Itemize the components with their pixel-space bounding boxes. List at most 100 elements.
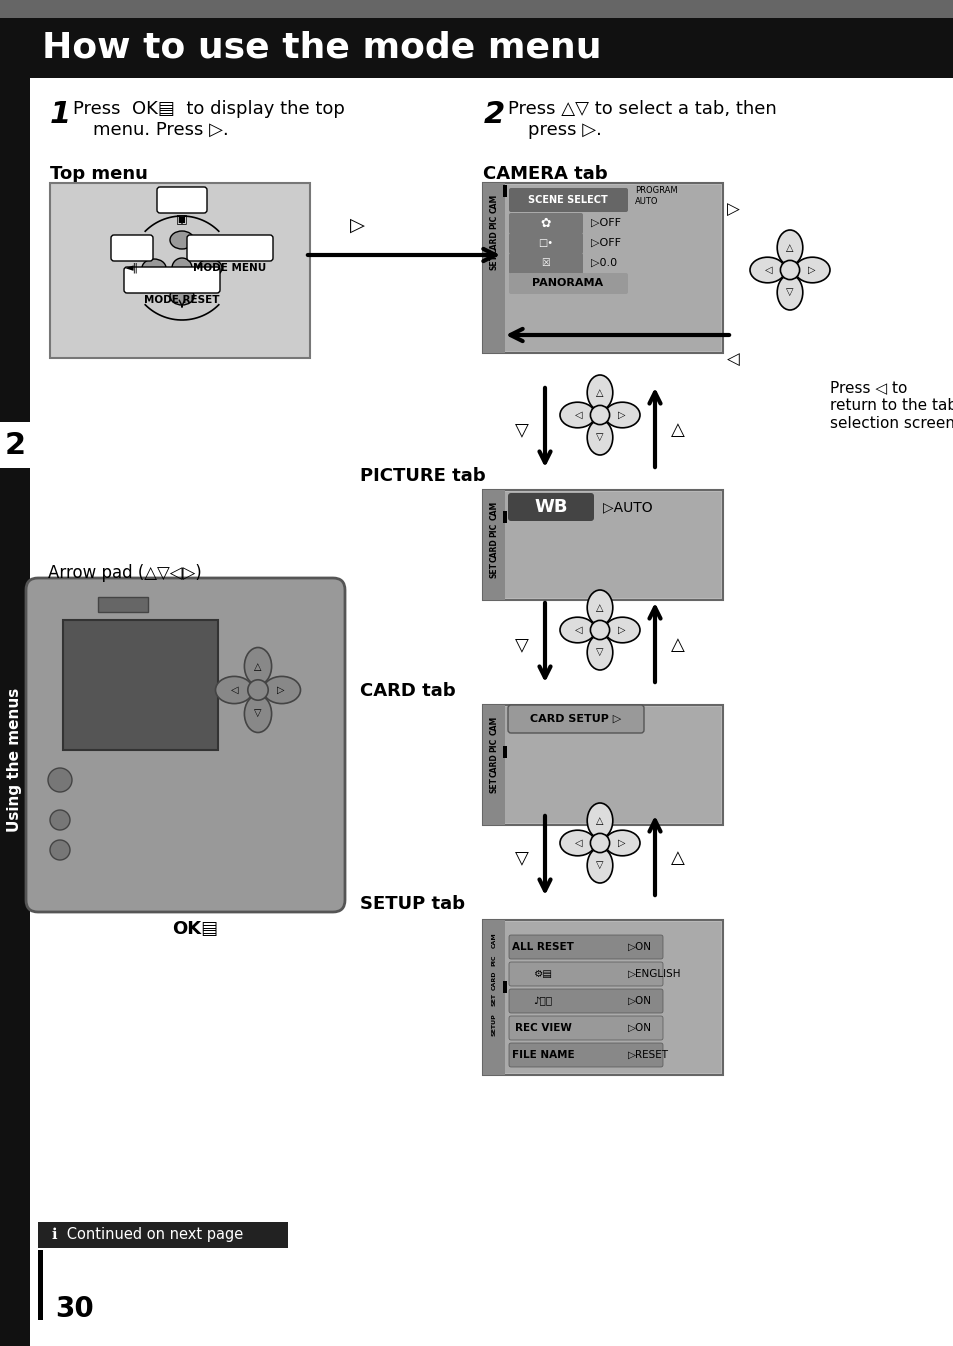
Text: 30: 30 — [55, 1295, 93, 1323]
Text: WB: WB — [534, 498, 567, 516]
FancyBboxPatch shape — [26, 577, 345, 913]
Text: ▷RESET: ▷RESET — [627, 1050, 668, 1061]
Bar — [482, 183, 504, 353]
Text: SET: SET — [489, 254, 498, 271]
Bar — [482, 705, 504, 825]
Text: △: △ — [670, 849, 684, 867]
Ellipse shape — [215, 677, 253, 704]
Circle shape — [50, 840, 70, 860]
Text: ▷ON: ▷ON — [627, 1023, 651, 1032]
Bar — [482, 490, 722, 600]
Bar — [482, 705, 722, 825]
Circle shape — [590, 621, 609, 639]
Text: OK▤: OK▤ — [172, 921, 218, 938]
Bar — [482, 921, 722, 1075]
Text: CARD SETUP ▷: CARD SETUP ▷ — [530, 713, 621, 724]
FancyBboxPatch shape — [187, 236, 273, 261]
Text: △: △ — [670, 637, 684, 654]
Text: ▷ON: ▷ON — [627, 996, 651, 1005]
Ellipse shape — [244, 647, 272, 685]
Bar — [482, 921, 504, 1075]
Text: PIC: PIC — [489, 215, 498, 229]
Text: selection screen.: selection screen. — [829, 416, 953, 431]
Bar — [502, 184, 506, 197]
Text: PIC: PIC — [489, 738, 498, 752]
Text: ▷: ▷ — [807, 265, 815, 275]
Bar — [0, 0, 953, 17]
Ellipse shape — [198, 258, 222, 277]
Text: ▷: ▷ — [618, 625, 625, 635]
Text: ◁: ◁ — [574, 625, 581, 635]
Bar — [502, 511, 506, 524]
Text: Press  OK▤  to display the top: Press OK▤ to display the top — [73, 100, 345, 118]
Text: 2: 2 — [5, 431, 26, 459]
Ellipse shape — [559, 830, 595, 856]
Ellipse shape — [263, 677, 300, 704]
Text: □•: □• — [537, 238, 553, 248]
Ellipse shape — [170, 232, 193, 249]
Bar — [482, 490, 504, 600]
Circle shape — [50, 810, 70, 830]
Text: CAMERA tab: CAMERA tab — [482, 166, 607, 183]
FancyBboxPatch shape — [157, 187, 207, 213]
Ellipse shape — [777, 230, 802, 265]
Text: ▽: ▽ — [515, 421, 528, 439]
FancyBboxPatch shape — [509, 213, 582, 234]
Text: MODE MENU: MODE MENU — [193, 262, 266, 273]
FancyBboxPatch shape — [507, 493, 594, 521]
Text: Using the menus: Using the menus — [8, 688, 23, 832]
Text: PANORAMA: PANORAMA — [532, 279, 603, 288]
Text: ▽: ▽ — [596, 860, 603, 870]
Bar — [38, 1222, 288, 1248]
Text: MODE RESET: MODE RESET — [144, 295, 219, 306]
Ellipse shape — [587, 590, 612, 625]
FancyBboxPatch shape — [507, 705, 643, 734]
Text: CAM: CAM — [489, 715, 498, 735]
FancyBboxPatch shape — [509, 989, 662, 1014]
FancyBboxPatch shape — [124, 267, 220, 293]
Text: ▷: ▷ — [349, 215, 364, 234]
Text: press ▷.: press ▷. — [527, 121, 601, 139]
FancyBboxPatch shape — [111, 236, 152, 261]
Text: ◁: ◁ — [726, 351, 739, 369]
Text: CAM: CAM — [489, 501, 498, 520]
Text: △: △ — [785, 244, 793, 253]
Ellipse shape — [244, 695, 272, 732]
FancyBboxPatch shape — [509, 188, 627, 213]
Text: ◄‖: ◄‖ — [125, 262, 139, 273]
Text: ▣: ▣ — [176, 213, 188, 226]
Text: ▷0.0: ▷0.0 — [590, 258, 617, 268]
Bar — [502, 746, 506, 758]
Bar — [504, 493, 720, 598]
FancyBboxPatch shape — [509, 1043, 662, 1067]
Text: 1: 1 — [50, 100, 71, 129]
Text: Press △▽ to select a tab, then: Press △▽ to select a tab, then — [507, 100, 776, 118]
Ellipse shape — [604, 402, 639, 428]
Text: ☒: ☒ — [541, 258, 550, 268]
Text: CARD: CARD — [489, 754, 498, 777]
Text: Press ◁ to: Press ◁ to — [829, 380, 906, 394]
Text: 2: 2 — [483, 100, 505, 129]
Bar — [0, 78, 30, 1346]
Text: CAM: CAM — [491, 933, 496, 948]
Text: CARD: CARD — [491, 970, 496, 989]
Text: ▷: ▷ — [618, 839, 625, 848]
Bar — [482, 183, 722, 353]
Ellipse shape — [559, 402, 595, 428]
Bar — [50, 183, 310, 358]
Circle shape — [780, 260, 799, 280]
Text: FILE NAME: FILE NAME — [511, 1050, 574, 1061]
Text: CARD tab: CARD tab — [359, 682, 456, 700]
Text: ▽: ▽ — [785, 287, 793, 296]
Text: ▷ON: ▷ON — [627, 942, 651, 952]
Text: PICTURE tab: PICTURE tab — [359, 467, 485, 485]
Bar — [504, 184, 720, 351]
Ellipse shape — [794, 257, 829, 283]
Text: ▽: ▽ — [515, 637, 528, 654]
Text: ✿: ✿ — [540, 217, 551, 230]
Text: ◁: ◁ — [763, 265, 771, 275]
Text: PIC: PIC — [491, 954, 496, 965]
Bar — [504, 707, 720, 822]
Ellipse shape — [587, 804, 612, 839]
Text: ▷OFF: ▷OFF — [590, 218, 620, 227]
